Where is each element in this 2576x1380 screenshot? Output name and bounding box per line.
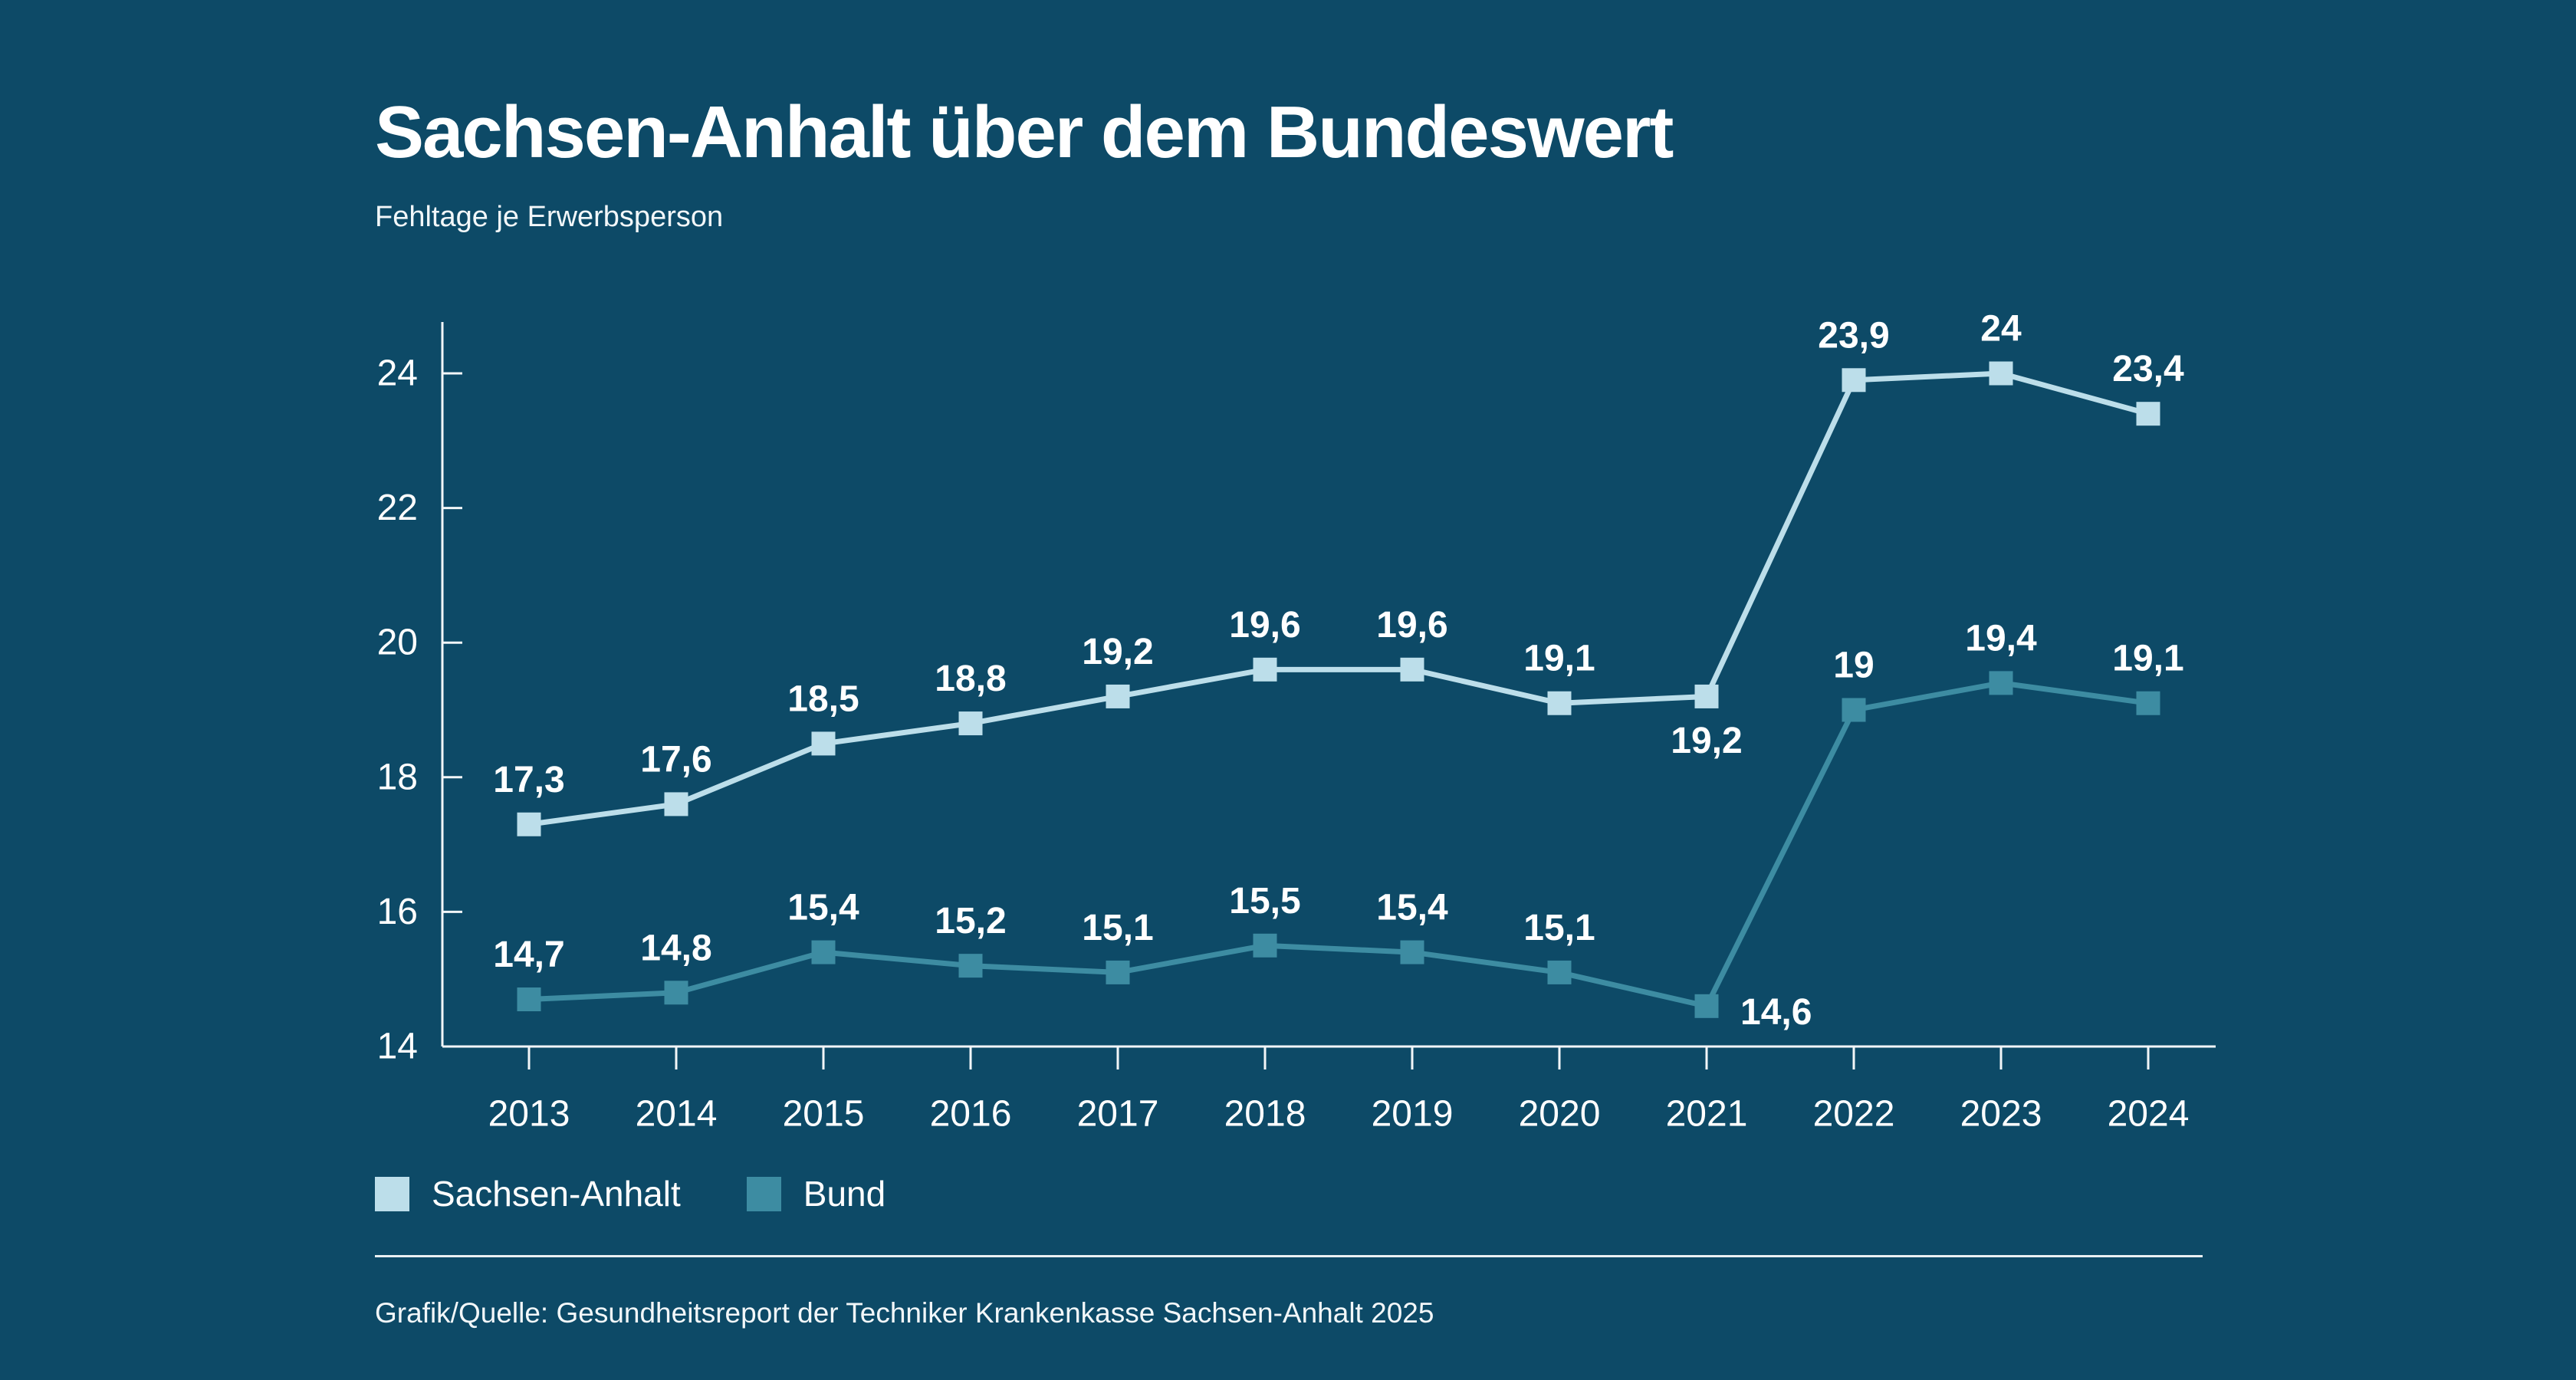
x-year-label: 2018 xyxy=(1224,1094,1306,1135)
x-year-label: 2017 xyxy=(1077,1094,1159,1135)
data-point-label: 19,1 xyxy=(1523,639,1595,679)
data-point-marker xyxy=(664,792,688,816)
data-point-marker xyxy=(1253,933,1277,958)
data-point-marker xyxy=(958,711,983,736)
legend-swatch-sachsen-anhalt xyxy=(375,1176,409,1211)
data-point-label: 19,4 xyxy=(1965,618,2037,659)
data-point-marker xyxy=(1253,657,1277,682)
chart-title: Sachsen-Anhalt über dem Bundeswert xyxy=(375,91,1674,173)
x-year-label: 2024 xyxy=(2108,1094,2190,1135)
chart-subtitle: Fehltage je Erwerbsperson xyxy=(375,201,724,233)
data-point-marker xyxy=(1694,994,1719,1018)
data-point-label: 24 xyxy=(1980,309,2022,350)
y-tick-label: 14 xyxy=(377,1027,418,1067)
y-tick-label: 18 xyxy=(377,757,418,797)
data-point-marker xyxy=(811,731,836,756)
data-point-marker xyxy=(1842,368,1866,393)
x-year-label: 2020 xyxy=(1519,1094,1601,1135)
data-point-marker xyxy=(1989,361,2013,386)
data-point-marker xyxy=(1106,684,1130,708)
data-point-label: 14,7 xyxy=(493,935,564,975)
data-point-label: 19,2 xyxy=(1671,721,1742,761)
data-point-marker xyxy=(1400,940,1424,964)
y-tick-label: 16 xyxy=(377,892,418,932)
data-point-marker xyxy=(517,987,541,1012)
data-point-label: 23,4 xyxy=(2112,349,2184,389)
series-line-sachsen-anhalt xyxy=(528,370,2149,827)
data-point-label: 19 xyxy=(1833,646,1874,686)
x-year-label: 2016 xyxy=(930,1094,1012,1135)
data-point-marker xyxy=(1547,960,1572,984)
y-tick-label: 20 xyxy=(377,623,418,663)
data-point-marker xyxy=(2136,691,2160,715)
data-point-label: 17,6 xyxy=(640,739,711,780)
x-year-label: 2023 xyxy=(1960,1094,2042,1135)
data-point-label: 15,4 xyxy=(787,888,859,928)
legend-item-sachsen-anhalt: Sachsen-Anhalt xyxy=(375,1173,681,1214)
x-year-label: 2013 xyxy=(488,1094,570,1135)
legend-swatch-bund xyxy=(746,1176,781,1211)
x-year-label: 2014 xyxy=(636,1094,718,1135)
data-point-label: 18,8 xyxy=(935,659,1006,699)
data-point-marker xyxy=(811,940,836,964)
data-point-marker xyxy=(664,981,688,1005)
data-point-marker xyxy=(517,812,541,836)
data-point-label: 19,2 xyxy=(1082,632,1153,672)
series-line-bund xyxy=(528,680,2149,1010)
data-point-marker xyxy=(1842,698,1866,722)
legend-item-bund: Bund xyxy=(746,1173,886,1214)
data-point-label: 15,5 xyxy=(1229,881,1300,922)
data-point-label: 15,4 xyxy=(1376,888,1448,928)
data-point-label: 19,6 xyxy=(1229,605,1300,646)
y-tick-label: 22 xyxy=(377,488,418,528)
data-point-label: 15,1 xyxy=(1523,908,1595,948)
legend-label-sachsen-anhalt: Sachsen-Anhalt xyxy=(432,1174,681,1214)
x-year-label: 2022 xyxy=(1813,1094,1895,1135)
data-point-marker xyxy=(1694,684,1719,708)
data-point-label: 17,3 xyxy=(493,760,564,800)
data-point-label: 18,5 xyxy=(787,678,859,719)
y-tick-label: 24 xyxy=(377,353,418,394)
footer-divider xyxy=(375,1255,2203,1257)
data-point-marker xyxy=(958,954,983,978)
data-point-marker xyxy=(2136,402,2160,426)
x-year-label: 2015 xyxy=(783,1094,865,1135)
source-credit: Grafik/Quelle: Gesundheitsreport der Tec… xyxy=(375,1297,1434,1329)
data-point-label: 19,1 xyxy=(2112,639,2183,679)
data-point-label: 15,1 xyxy=(1082,908,1153,948)
data-point-label: 14,8 xyxy=(640,928,711,968)
x-year-label: 2019 xyxy=(1372,1094,1454,1135)
data-point-label: 19,6 xyxy=(1376,605,1447,646)
x-year-label: 2021 xyxy=(1666,1094,1748,1135)
data-point-label: 23,9 xyxy=(1818,315,1889,356)
data-point-label: 14,6 xyxy=(1740,992,1812,1033)
legend: Sachsen-Anhalt Bund xyxy=(375,1173,886,1214)
data-point-marker xyxy=(1989,671,2013,695)
data-point-marker xyxy=(1106,960,1130,984)
data-point-marker xyxy=(1400,657,1424,682)
data-point-label: 15,2 xyxy=(935,901,1006,941)
legend-label-bund: Bund xyxy=(803,1174,886,1214)
data-point-marker xyxy=(1547,691,1572,715)
